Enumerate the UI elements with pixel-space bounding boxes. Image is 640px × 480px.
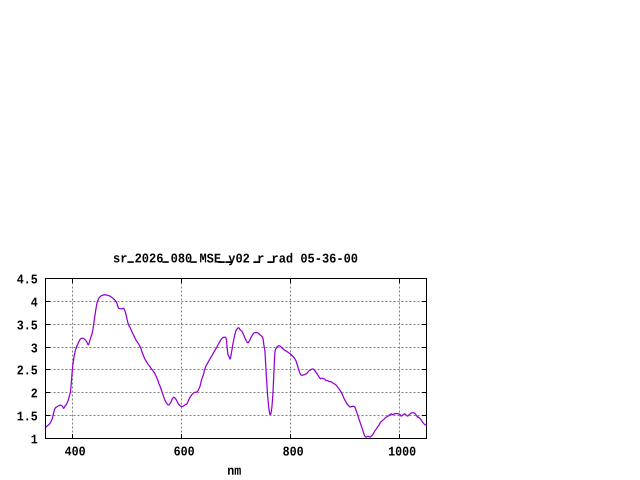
svg-text:4.5: 4.5 [17, 273, 38, 288]
svg-text:3.5: 3.5 [17, 319, 38, 334]
svg-text:3: 3 [31, 342, 38, 357]
svg-text:400: 400 [65, 445, 86, 460]
svg-text:2.5: 2.5 [17, 364, 38, 379]
svg-text:4: 4 [31, 296, 38, 311]
svg-text:600: 600 [174, 445, 195, 460]
svg-text:2: 2 [31, 387, 38, 402]
svg-text:nm: nm [227, 465, 241, 480]
svg-text:800: 800 [283, 445, 304, 460]
svg-text:1000: 1000 [388, 446, 416, 461]
svg-text:1.5: 1.5 [17, 410, 38, 425]
svg-text:1: 1 [31, 433, 38, 448]
svg-text:sr 2026 080 MSE y02 r rad 05-: sr 2026 080 MSE y02 r rad 05-36-00 [113, 252, 358, 267]
